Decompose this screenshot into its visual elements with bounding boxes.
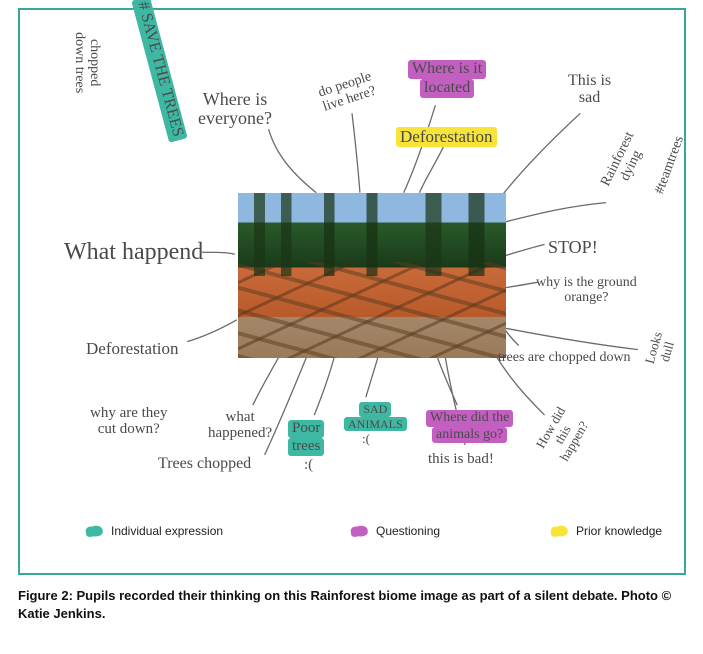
swatch-questioning-icon <box>348 524 370 538</box>
note-this-is-sad: This is sad <box>568 73 611 107</box>
note-deforestation-hl: Deforestation <box>396 127 497 147</box>
note-where-everyone: Where is everyone? <box>198 90 272 128</box>
note-where-located: Where is itlocated <box>408 60 486 98</box>
note-sad-animals-face: :( <box>362 432 370 446</box>
swatch-prior-icon <box>548 524 570 538</box>
note-poor-sad: :( <box>304 458 313 474</box>
annotation-canvas: chopped down trees# SAVE THE TREESWhere … <box>28 18 676 565</box>
swatch-individual-icon <box>83 524 105 538</box>
note-trees-chopped: Trees chopped <box>158 456 251 473</box>
legend-individual: Individual expression <box>83 524 223 538</box>
note-ground-orange: why is the ground orange? <box>536 276 637 305</box>
note-deforestation-plain: Deforestation <box>86 340 179 358</box>
note-trees-chopped-down: trees are chopped down <box>498 351 631 366</box>
legend-prior: Prior knowledge <box>548 524 662 538</box>
rainforest-photo <box>238 193 506 358</box>
legend-label: Individual expression <box>111 524 223 538</box>
note-why-cut-down: why are they cut down? <box>90 406 167 438</box>
note-what-happened-small: what happened? <box>208 410 272 442</box>
legend-label: Prior knowledge <box>576 524 662 538</box>
note-this-is-bad: this is bad! <box>428 452 494 468</box>
note-where-animals: Where did theanimals go? <box>426 410 513 443</box>
figure-frame: chopped down trees# SAVE THE TREESWhere … <box>18 8 686 575</box>
note-stop: STOP! <box>548 238 598 257</box>
figure-caption: Figure 2: Pupils recorded their thinking… <box>18 587 686 622</box>
legend-label: Questioning <box>376 524 440 538</box>
note-what-happened-big: What happend <box>64 240 203 265</box>
note-sad-animals: SADANIMALS <box>344 402 407 431</box>
legend-questioning: Questioning <box>348 524 440 538</box>
note-poor-trees: Poortrees <box>288 420 324 456</box>
note-chopped-down-trees: chopped down trees <box>72 32 101 93</box>
